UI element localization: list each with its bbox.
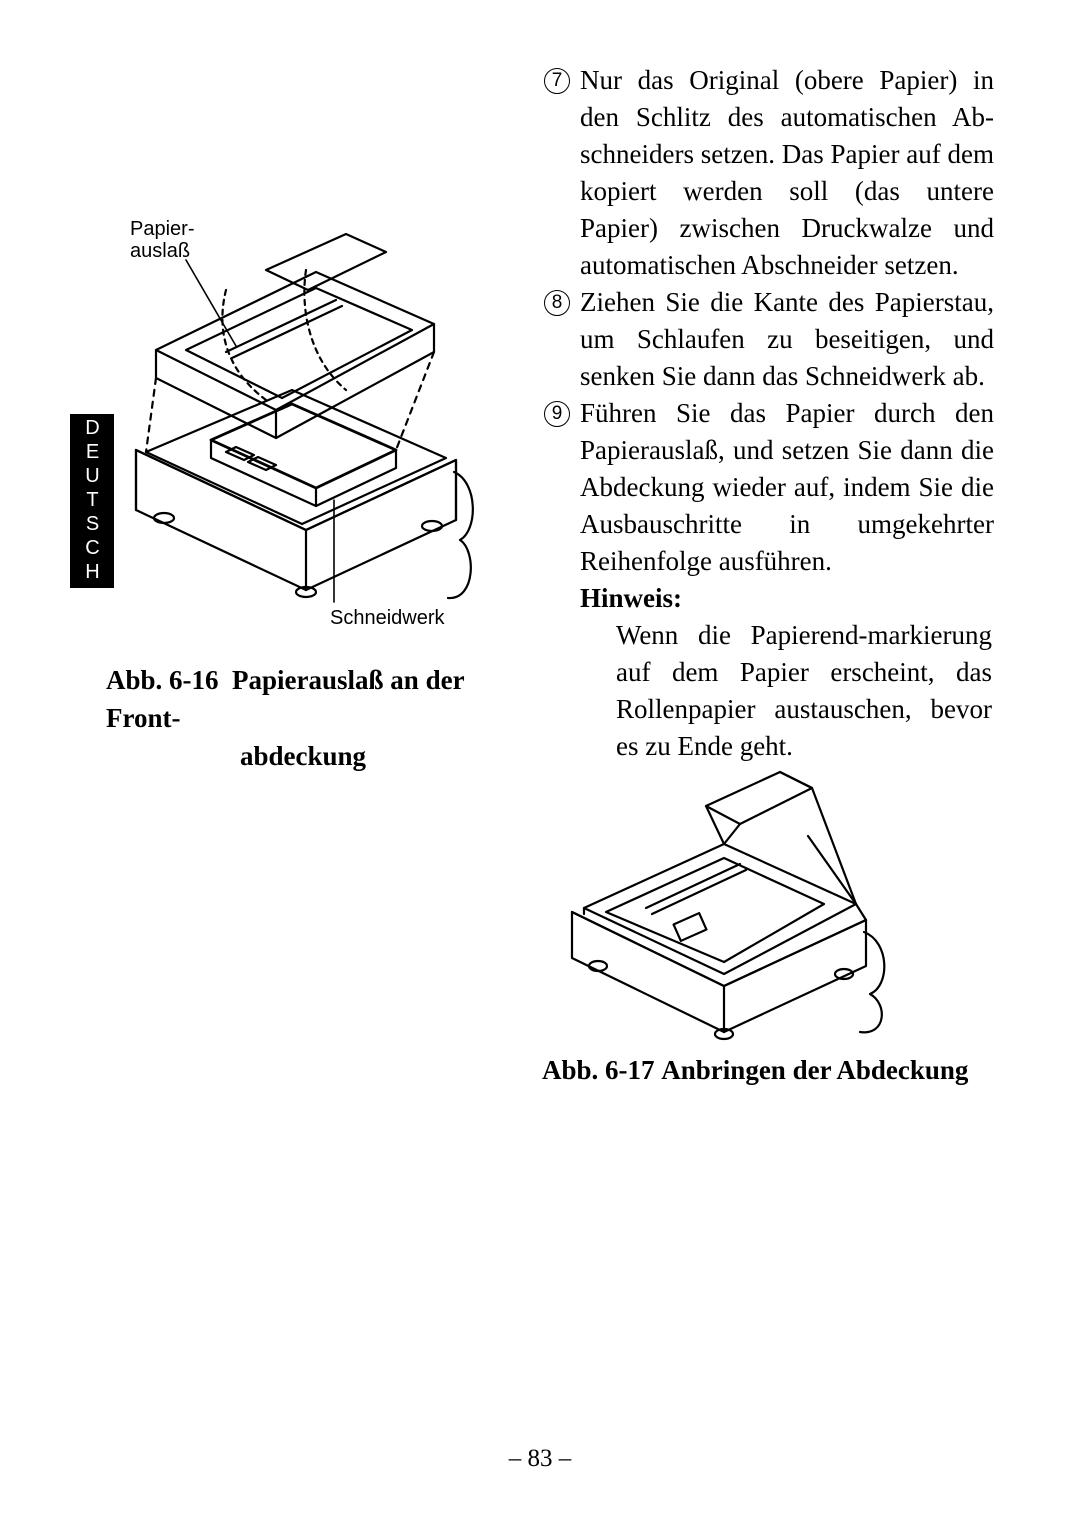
step-7-number: 7 — [544, 68, 570, 94]
step-9-text: Führen Sie das Papier durch den Papierau… — [580, 395, 994, 580]
figure-6-16-caption: Abb. 6-16 Papierauslaß an der Front- abd… — [106, 662, 536, 775]
instruction-steps: 7 Nur das Original (obere Papier) in den… — [544, 62, 994, 765]
printer-open-illustration — [116, 200, 490, 620]
language-tab-text: DEUTSCH — [81, 417, 104, 585]
step-9-number: 9 — [544, 401, 570, 427]
fig2-caption-text: Anbringen der Abdeckung — [661, 1055, 968, 1085]
figure-6-16 — [116, 200, 532, 625]
figure-6-17 — [556, 736, 896, 1047]
printer-closed-illustration — [556, 736, 896, 1042]
fig1-caption-num: Abb. 6-16 — [106, 665, 219, 695]
step-8-number: 8 — [544, 290, 570, 316]
manual-page: DEUTSCH Papier- auslaß Schneidwerk — [0, 0, 1080, 1529]
language-tab: DEUTSCH — [70, 414, 114, 588]
step-8: 8 Ziehen Sie die Kante des Papiers­tau, … — [544, 284, 994, 395]
hinweis-label: Hinweis: — [580, 580, 994, 617]
step-7: 7 Nur das Original (obere Papier) in den… — [544, 62, 994, 284]
step-7-text: Nur das Original (obere Papier) in den S… — [580, 62, 994, 284]
step-8-text: Ziehen Sie die Kante des Papiers­tau, um… — [580, 284, 994, 395]
page-number: – 83 – — [0, 1445, 1080, 1473]
figure-6-17-caption: Abb. 6-17 Anbringen der Abdeckung — [542, 1052, 1002, 1090]
fig1-caption-text2: abdeckung — [106, 738, 536, 776]
fig2-caption-num: Abb. 6-17 — [542, 1055, 655, 1085]
step-9: 9 Führen Sie das Papier durch den Papier… — [544, 395, 994, 580]
